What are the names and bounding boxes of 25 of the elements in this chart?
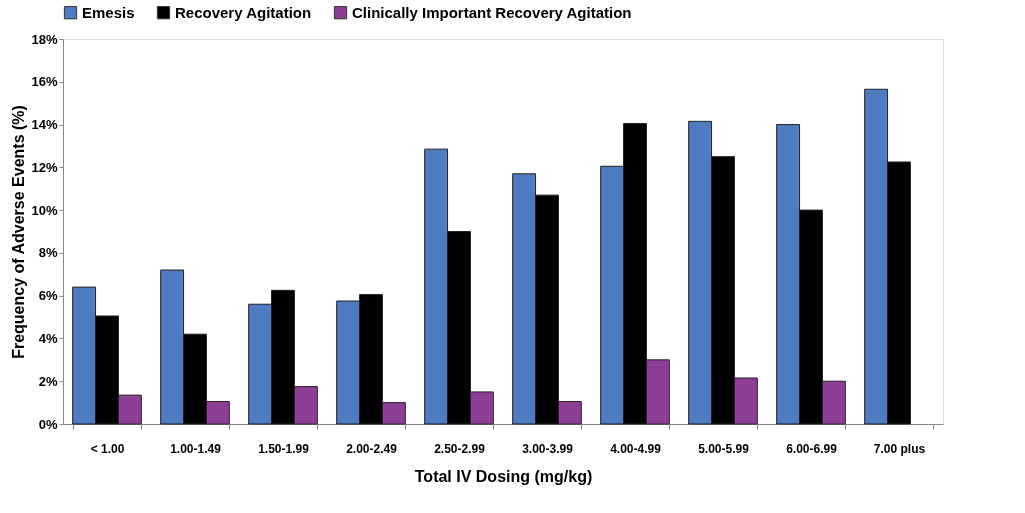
- y-tick-label: 16%: [31, 74, 58, 90]
- legend-label: Clinically Important Recovery Agitation: [352, 3, 632, 21]
- x-tick-label: 2.50-2.99: [434, 441, 486, 456]
- y-tick-label: 2%: [38, 373, 58, 389]
- x-tick-label: 2.00-2.49: [346, 441, 398, 456]
- x-tick-label: 6.00-6.99: [786, 441, 838, 456]
- x-tick-label: 3.00-3.99: [522, 441, 574, 456]
- y-tick-label: 18%: [31, 31, 58, 47]
- x-tick-label: < 1.00: [90, 441, 125, 456]
- legend-label: Emesis: [82, 3, 135, 21]
- x-tick-label: 1.50-1.99: [258, 441, 310, 456]
- y-tick-label: 4%: [38, 330, 58, 346]
- y-tick-label: 0%: [38, 416, 58, 432]
- legend-label: Recovery Agitation: [175, 3, 312, 21]
- y-tick-label: 6%: [38, 288, 58, 304]
- x-tick-label: 1.00-1.49: [170, 441, 222, 456]
- y-axis-title: Frequency of Adverse Events (%): [10, 105, 28, 359]
- y-tick-label: 12%: [31, 159, 58, 175]
- y-tick-label: 10%: [31, 202, 58, 218]
- x-tick-label: 5.00-5.99: [698, 441, 750, 456]
- x-axis-title: Total IV Dosing (mg/kg): [414, 467, 593, 485]
- x-tick-label: 7.00 plus: [873, 441, 926, 456]
- x-tick-label: 4.00-4.99: [610, 441, 662, 456]
- y-tick-label: 14%: [31, 117, 58, 133]
- y-tick-label: 8%: [38, 245, 58, 261]
